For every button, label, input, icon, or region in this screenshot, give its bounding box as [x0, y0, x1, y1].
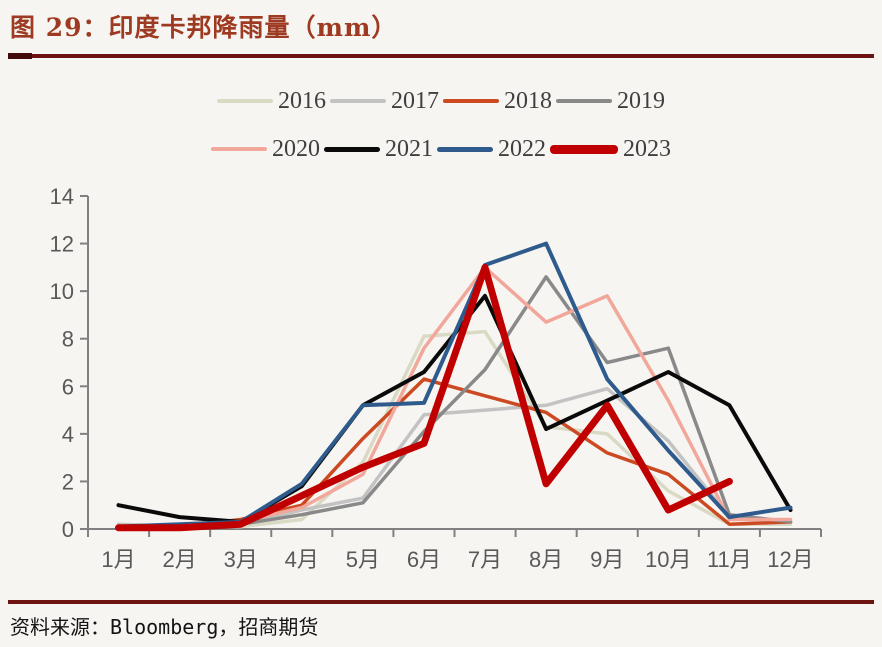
x-tick-label: 6月	[407, 547, 441, 572]
y-tick-label: 14	[50, 184, 74, 209]
x-tick-label: 8月	[529, 547, 563, 572]
legend-row-1: 2016 2017 2018 2019	[0, 86, 882, 116]
y-tick-label: 4	[62, 422, 74, 447]
separator-stub	[8, 53, 32, 59]
legend-label-2016: 2016	[278, 88, 326, 114]
y-tick-label: 0	[62, 517, 74, 542]
title-separator	[8, 53, 874, 59]
y-tick-label: 12	[50, 232, 74, 257]
figure-title: 图 29：印度卡邦降雨量（mm）	[10, 13, 398, 42]
x-tick-label: 5月	[346, 547, 380, 572]
x-tick-label: 1月	[101, 547, 135, 572]
series-line-2020	[116, 265, 793, 529]
source-note: 资料来源：Bloomberg，招商期货	[10, 615, 319, 639]
legend-item-2021: 2021	[322, 137, 435, 161]
legend-item-2023: 2023	[548, 137, 673, 161]
legend-swatch-2021	[324, 146, 380, 152]
series-line-2023	[115, 263, 733, 532]
legend-item-2016: 2016	[215, 89, 328, 113]
chart-legend: 2016 2017 2018 2019 2020 2021 2022 2023	[0, 86, 882, 182]
legend-label-2019: 2019	[617, 88, 665, 114]
footer-separator	[8, 600, 874, 604]
legend-item-2017: 2017	[328, 89, 441, 113]
legend-swatch-2016	[217, 99, 273, 103]
legend-swatch-2017	[330, 99, 386, 103]
x-tick-label: 4月	[285, 547, 319, 572]
legend-label-2017: 2017	[391, 88, 439, 114]
legend-label-2018: 2018	[504, 88, 552, 114]
legend-swatch-2019	[556, 99, 612, 103]
x-tick-label: 3月	[224, 547, 258, 572]
legend-label-2023: 2023	[623, 136, 671, 162]
legend-item-2022: 2022	[435, 137, 548, 161]
legend-swatch-2020	[211, 147, 267, 151]
x-tick-label: 10月	[645, 547, 691, 572]
x-tick-label: 2月	[163, 547, 197, 572]
x-tick-label: 7月	[468, 547, 502, 572]
y-tick-label: 8	[62, 327, 74, 352]
x-tick-label: 12月	[767, 547, 813, 572]
legend-swatch-2018	[443, 99, 499, 103]
legend-label-2021: 2021	[385, 136, 433, 162]
y-tick-label: 2	[62, 469, 74, 494]
y-tick-label: 6	[62, 374, 74, 399]
legend-row-2: 2020 2021 2022 2023	[0, 134, 882, 164]
legend-item-2019: 2019	[554, 89, 667, 113]
x-tick-label: 9月	[590, 547, 624, 572]
legend-item-2018: 2018	[441, 89, 554, 113]
legend-label-2022: 2022	[498, 136, 546, 162]
x-tick-label: 11月	[707, 547, 752, 572]
legend-swatch-2022	[437, 146, 493, 152]
legend-label-2020: 2020	[272, 136, 320, 162]
y-tick-label: 10	[50, 279, 74, 304]
series-line-2019	[116, 275, 793, 529]
legend-swatch-2023	[550, 144, 618, 154]
legend-item-2020: 2020	[209, 137, 322, 161]
